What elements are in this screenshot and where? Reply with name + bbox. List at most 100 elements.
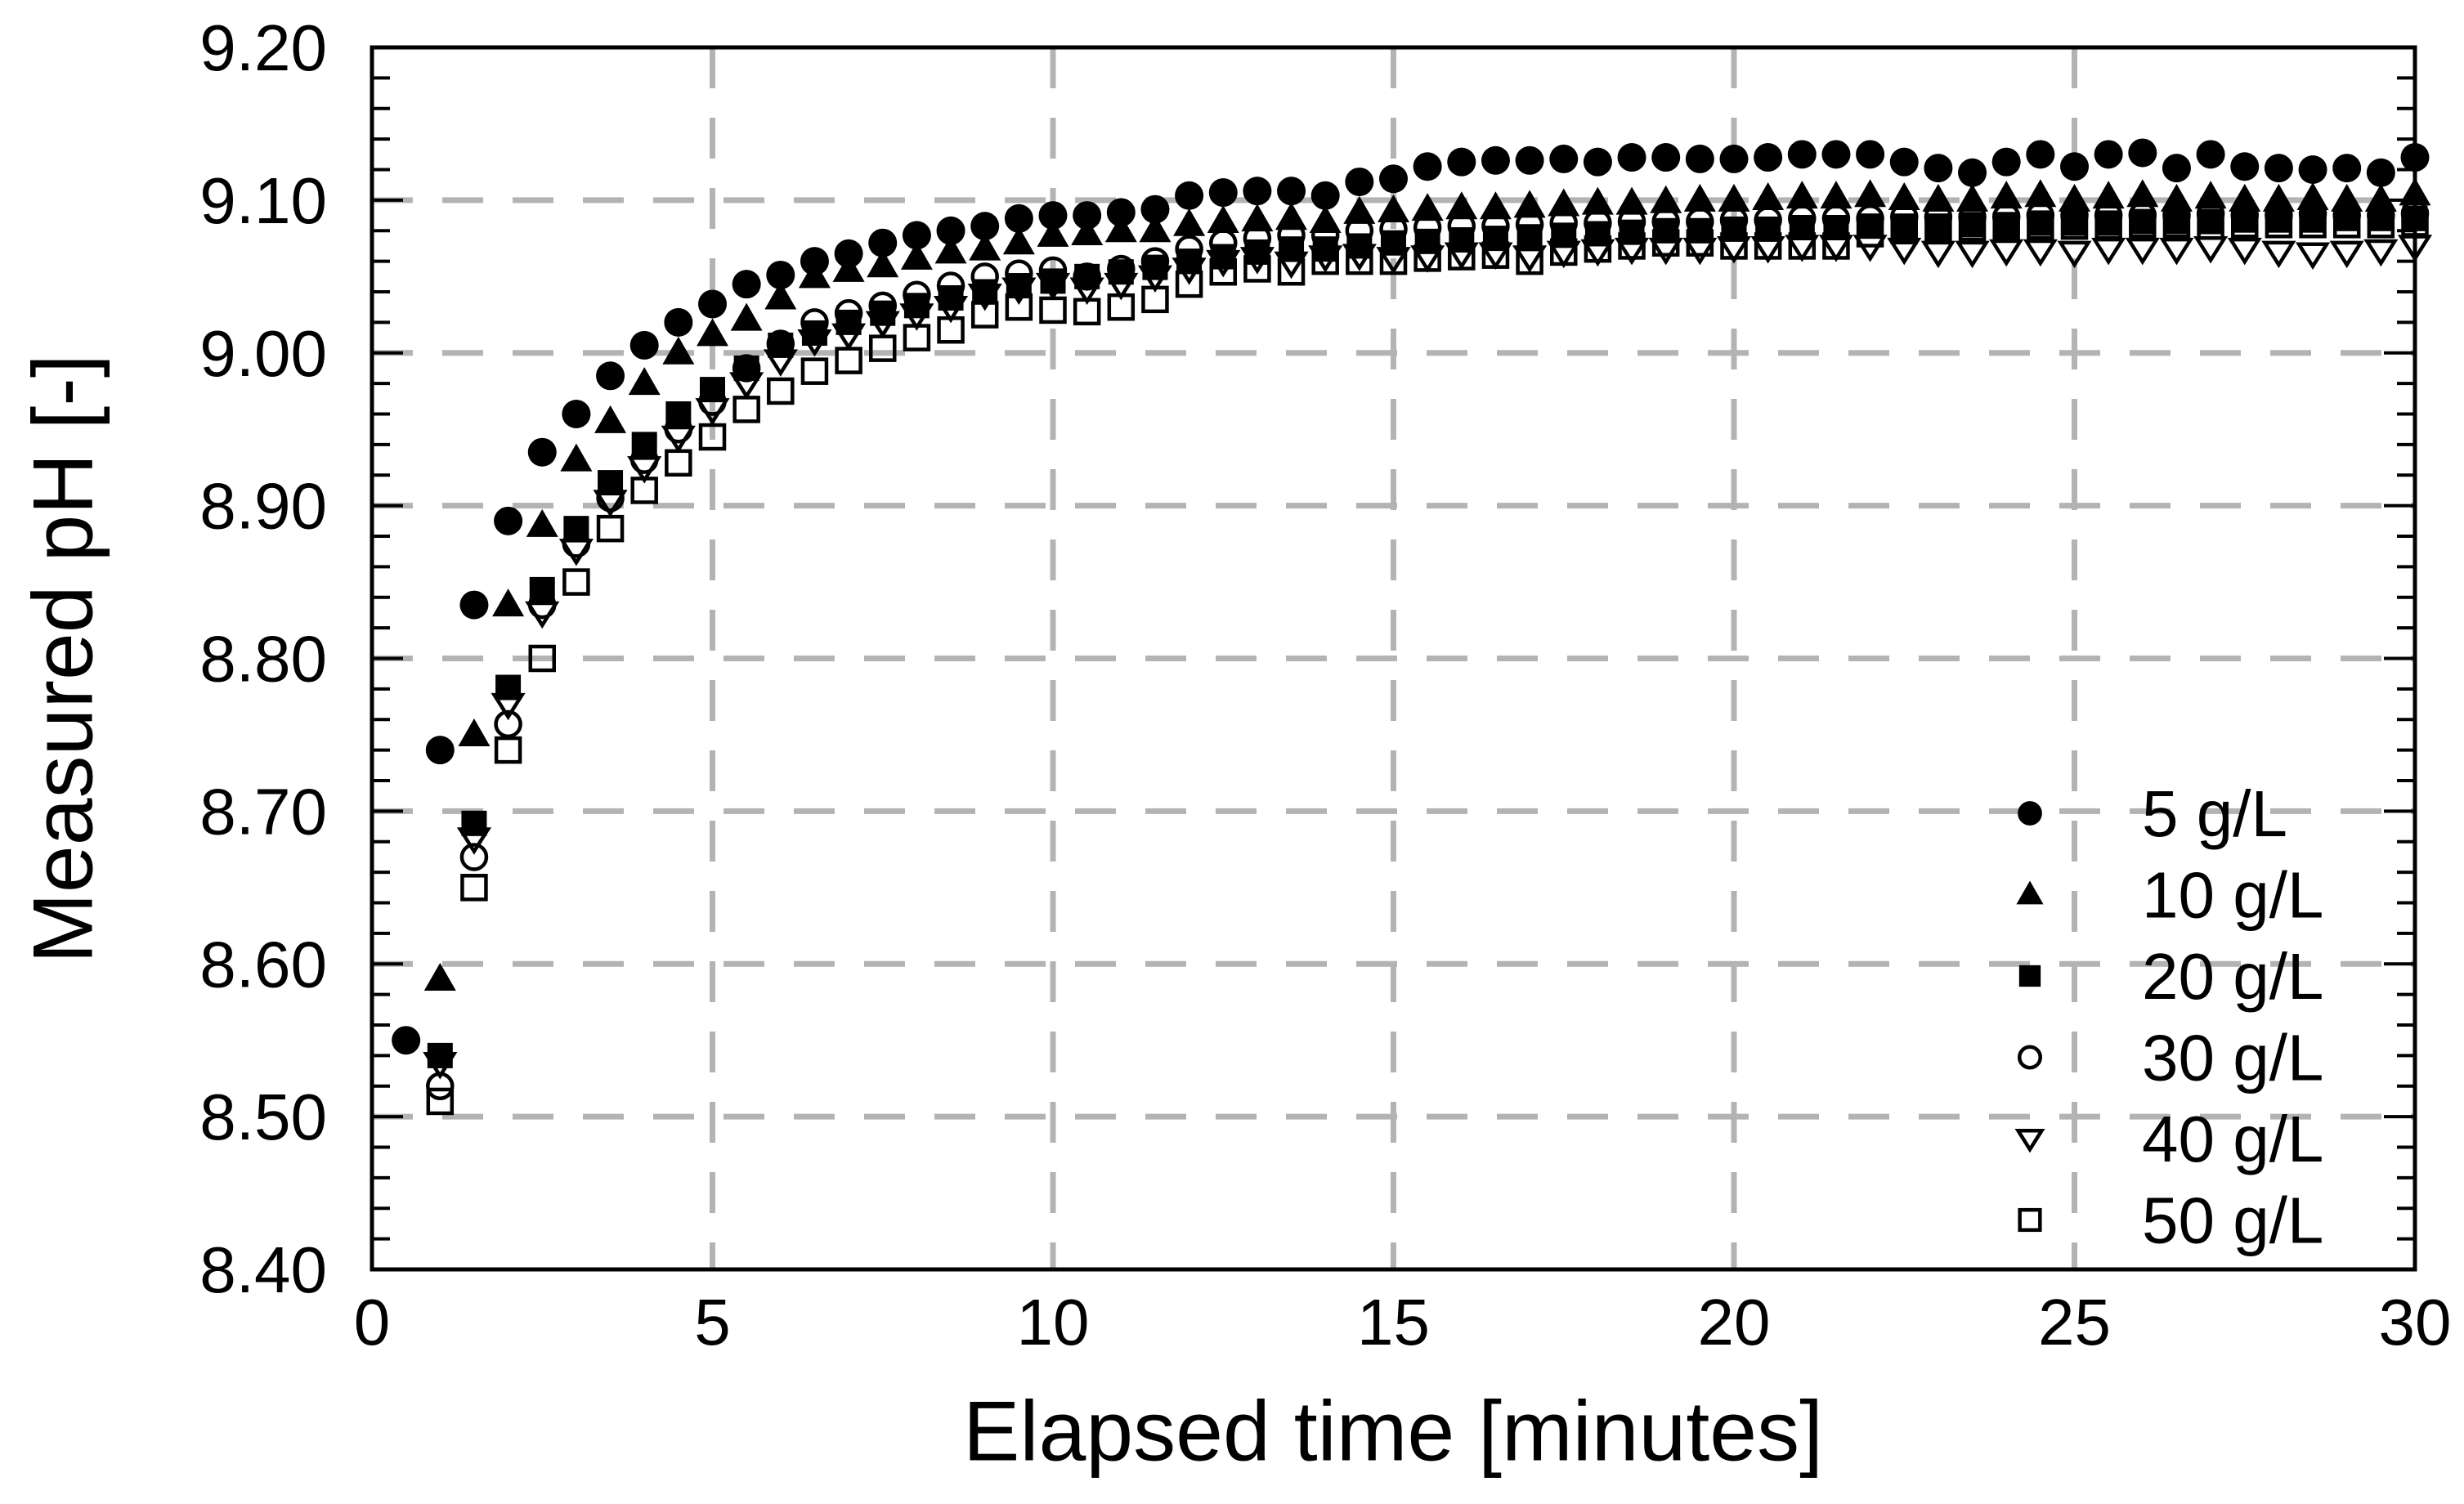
- y-tick-label: 8.70: [199, 775, 327, 848]
- data-point-marker: [1546, 240, 1581, 269]
- data-point-marker: [627, 456, 662, 484]
- data-point-marker: [2194, 181, 2227, 209]
- data-point-marker: [2401, 209, 2429, 237]
- data-point-marker: [1549, 144, 1579, 173]
- data-point-marker: [528, 644, 556, 673]
- y-axis-title: Measured pH [-]: [16, 354, 111, 964]
- data-point-marker: [1379, 164, 1408, 194]
- data-point-marker: [2094, 140, 2123, 169]
- data-point-marker: [800, 308, 829, 337]
- data-point-marker: [2332, 211, 2361, 239]
- data-point-marker: [1887, 237, 1922, 266]
- data-point-marker: [1104, 214, 1137, 243]
- data-point-marker: [934, 235, 967, 264]
- data-point-marker: [1005, 259, 1033, 288]
- data-point-marker: [1614, 237, 1650, 266]
- data-point-marker: [2193, 236, 2229, 264]
- y-tick-label: 9.20: [199, 11, 327, 84]
- data-point-marker: [730, 302, 763, 331]
- data-point-marker: [1342, 244, 1377, 271]
- data-point-marker: [525, 601, 560, 629]
- data-point-marker: [1788, 204, 1817, 233]
- data-point-marker: [2023, 239, 2058, 267]
- data-point-marker: [1137, 265, 1173, 293]
- data-point-marker: [1785, 235, 1820, 262]
- data-point-marker: [1037, 218, 1069, 247]
- data-point-marker: [698, 423, 727, 451]
- data-point-marker: [835, 347, 862, 374]
- data-point-marker: [2227, 237, 2262, 266]
- data-point-marker: [695, 398, 730, 426]
- data-point-marker: [2399, 177, 2431, 206]
- data-point-marker: [1920, 240, 1956, 269]
- data-point-marker: [2057, 240, 2092, 269]
- data-point-marker: [1550, 238, 1578, 266]
- data-point-marker: [628, 367, 661, 396]
- data-point-marker: [2092, 181, 2125, 209]
- data-point-marker: [1648, 237, 1683, 266]
- data-point-marker: [1209, 228, 1238, 257]
- data-point-marker: [1821, 140, 1851, 169]
- y-tick-label: 8.80: [199, 623, 327, 696]
- data-point-marker: [2367, 211, 2395, 239]
- data-point-marker: [970, 301, 999, 329]
- data-point-marker: [1243, 177, 1272, 206]
- data-point-marker: [664, 307, 693, 337]
- data-point-marker: [1039, 296, 1067, 325]
- data-point-marker: [1856, 204, 1884, 233]
- data-point-marker: [1584, 208, 1612, 238]
- legend-marker-triangle-down-open: [2014, 1128, 2045, 1153]
- data-point-marker: [729, 372, 764, 400]
- data-point-marker: [2162, 154, 2191, 183]
- data-point-marker: [1275, 202, 1308, 231]
- data-point-marker: [2363, 239, 2399, 267]
- x-tick-label: 30: [2379, 1286, 2452, 1359]
- data-point-marker: [1785, 181, 1818, 209]
- data-point-marker: [2264, 154, 2293, 183]
- data-point-marker: [1311, 247, 1339, 275]
- data-point-marker: [461, 810, 487, 836]
- data-point-marker: [967, 283, 1002, 311]
- data-point-marker: [798, 260, 831, 289]
- legend-label: 10 g/L: [2142, 859, 2323, 932]
- data-point-marker: [832, 253, 865, 282]
- data-point-marker: [970, 262, 999, 291]
- data-point-marker: [1992, 212, 2020, 240]
- data-point-marker: [2126, 179, 2159, 208]
- data-point-marker: [1788, 232, 1817, 260]
- data-point-marker: [970, 212, 1000, 241]
- data-point-marker: [1890, 217, 1918, 244]
- data-point-marker: [1481, 241, 1510, 269]
- data-point-marker: [1445, 191, 1478, 220]
- data-point-marker: [1038, 256, 1068, 285]
- data-point-marker: [1512, 245, 1548, 273]
- data-point-marker: [1411, 193, 1444, 222]
- data-point-marker: [1682, 237, 1718, 266]
- y-tick-label: 8.40: [199, 1233, 327, 1306]
- data-point-marker: [1651, 143, 1681, 172]
- data-point-marker: [1345, 217, 1374, 245]
- data-point-marker: [494, 506, 523, 535]
- data-point-marker: [1718, 183, 1750, 212]
- x-tick-label: 5: [694, 1286, 731, 1359]
- data-point-marker: [1822, 232, 1850, 260]
- data-point-marker: [1820, 181, 1852, 209]
- data-point-marker: [1107, 254, 1136, 284]
- data-point-marker: [1274, 251, 1309, 280]
- data-point-marker: [937, 316, 965, 344]
- data-point-marker: [558, 539, 594, 566]
- data-point-marker: [1515, 210, 1544, 239]
- data-point-marker: [593, 490, 628, 517]
- data-point-marker: [1958, 158, 1987, 187]
- data-point-marker: [1990, 181, 2023, 209]
- data-point-marker: [2027, 212, 2054, 240]
- legend-marker-square-open: [2018, 1207, 2042, 1233]
- data-point-marker: [1310, 181, 1340, 210]
- data-point-marker: [1651, 229, 1680, 257]
- data-point-marker: [1035, 272, 1071, 301]
- data-point-marker: [494, 709, 522, 739]
- data-point-marker: [596, 514, 625, 543]
- data-point-marker: [1515, 145, 1544, 175]
- data-point-marker: [2298, 155, 2327, 184]
